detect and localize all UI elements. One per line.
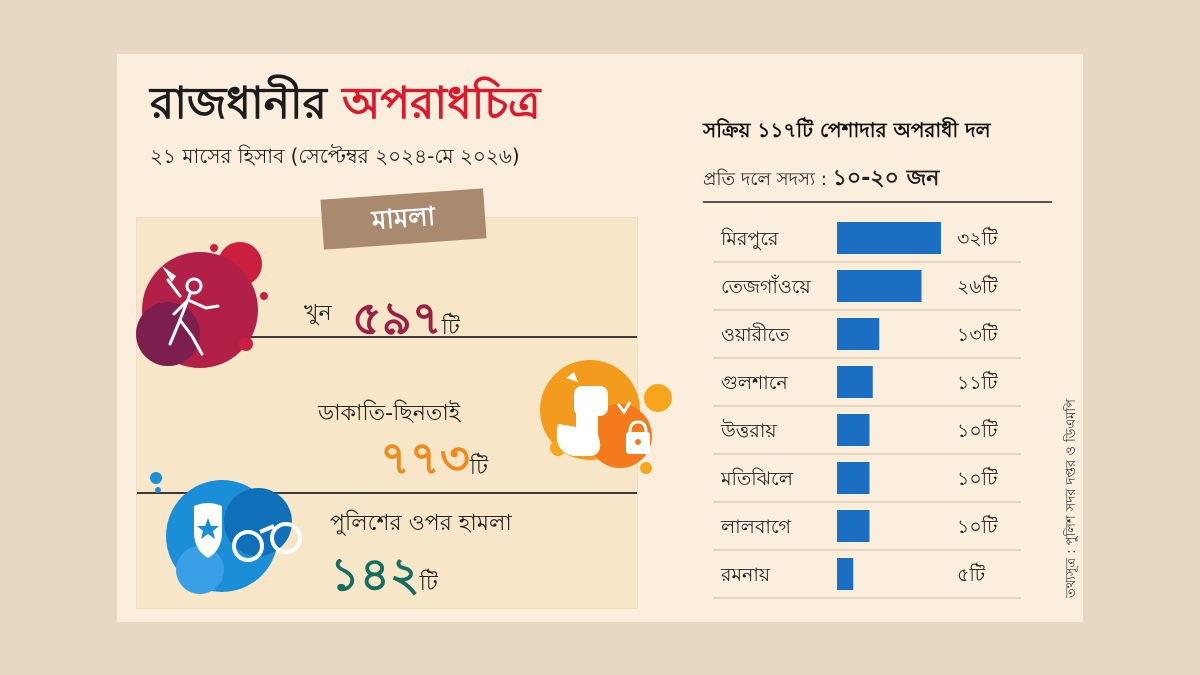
members-value: ১০-২০ জন bbox=[832, 166, 940, 191]
category-label: লালবাগে bbox=[720, 516, 792, 538]
bar bbox=[837, 510, 870, 542]
robbery-unit: টি bbox=[469, 455, 489, 480]
bar bbox=[837, 366, 873, 398]
gang-divider bbox=[703, 201, 1052, 203]
gang-bar-chart: মিরপুরে ৩২টি তেজগাঁওয়ে ২৬টি ওয়ারীতে ১৩টি গুল… bbox=[713, 222, 1021, 599]
value-label: ১০টি bbox=[957, 467, 998, 490]
gang-members: প্রতি দলে সদস্য : ১০-২০ জন bbox=[703, 161, 939, 198]
divider bbox=[137, 492, 637, 494]
murder-unit: টি bbox=[441, 315, 460, 340]
bar bbox=[837, 558, 854, 590]
bar bbox=[837, 270, 922, 302]
value-label: ২৬টি bbox=[957, 275, 998, 298]
police-attack-label: পুলিশের ওপর হামলা bbox=[330, 511, 512, 536]
category-label: গুলশানে bbox=[721, 372, 788, 394]
title-accent: অপরাধচিত্র bbox=[342, 78, 541, 129]
bar bbox=[837, 318, 880, 350]
value-label: ১০টি bbox=[957, 515, 998, 538]
members-label: প্রতি দলে সদস্য : bbox=[703, 169, 827, 190]
police-attack-value: ১৪২ bbox=[330, 547, 420, 601]
category-label: ওয়ারীতে bbox=[721, 323, 790, 346]
police-attack-count: ১৪২টি bbox=[330, 540, 438, 616]
murder-icon bbox=[136, 242, 268, 368]
bar bbox=[837, 414, 870, 446]
murder-count: ৫৯৭টি bbox=[352, 284, 460, 360]
source-note: তথ্যসূত্র : পুলিশ সদর দপ্তর ও ডিএমপি bbox=[1064, 399, 1079, 598]
category-label: রমনায় bbox=[720, 564, 771, 586]
value-label: ১৩টি bbox=[957, 323, 998, 346]
gang-title: সক্রিয় ১১৭টি পেশাদার অপরাধী দল bbox=[703, 118, 991, 142]
police-attack-unit: টি bbox=[419, 571, 438, 596]
value-label: ১১টি bbox=[957, 371, 998, 394]
value-label: ৩২টি bbox=[957, 227, 998, 250]
robbery-value: ৭৭৩ bbox=[380, 431, 470, 485]
subtitle: ২১ মাসের হিসাব (সেপ্টেম্বর ২০২৪-মে ২০২৬) bbox=[150, 144, 520, 168]
divider bbox=[137, 336, 637, 338]
category-label: মতিঝিলে bbox=[720, 468, 794, 490]
robbery-label: ডাকাতি-ছিনতাই bbox=[318, 401, 461, 426]
category-label: মিরপুরে bbox=[720, 228, 779, 250]
category-label: তেজগাঁওয়ে bbox=[721, 275, 812, 298]
value-label: ৫টি bbox=[957, 563, 986, 586]
murder-value: ৫৯৭ bbox=[352, 291, 442, 345]
title-main: রাজধানীর bbox=[150, 78, 327, 129]
bar bbox=[837, 222, 941, 254]
bar bbox=[837, 462, 870, 494]
murder-label: খুন bbox=[304, 301, 332, 326]
police-badge-handcuff-icon bbox=[150, 472, 302, 594]
category-label: উত্তরায় bbox=[720, 419, 777, 442]
page-title: রাজধানীর অপরাধচিত্র bbox=[150, 70, 540, 143]
value-label: ১০টি bbox=[957, 419, 998, 442]
fist-money-bag-icon bbox=[540, 360, 672, 474]
robbery-count: ৭৭৩টি bbox=[380, 424, 488, 500]
